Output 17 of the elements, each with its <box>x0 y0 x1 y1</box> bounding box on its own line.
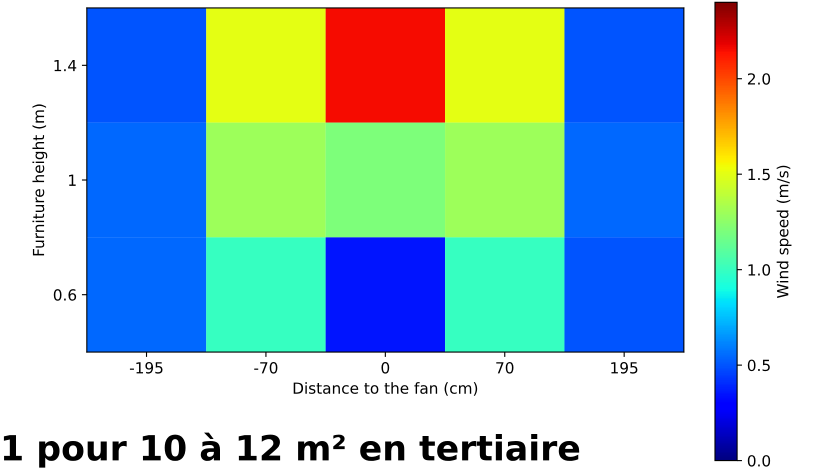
x-axis-title: Distance to the fan (cm) <box>294 382 478 396</box>
color-bar-label: 1.5 <box>748 168 770 180</box>
color-bar-label: 1.0 <box>748 264 770 276</box>
y-tick-label: 0.6 <box>54 289 76 301</box>
text: 1 pour 10 à 12 m² en tertiaire <box>4 432 580 468</box>
x-tick-label: 195 <box>611 362 638 374</box>
color-bar-label: 0.0 <box>748 455 770 467</box>
x-tick-label: 70 <box>496 362 514 374</box>
color-bar-label: 0.5 <box>748 360 770 372</box>
y-tick-label: 1 <box>69 174 76 186</box>
x-tick-label: 0 <box>381 362 390 374</box>
x-tick-label: -195 <box>130 362 163 374</box>
color-bar-title: Wind speed (m/s) <box>776 166 792 298</box>
y-tick-label: 1.4 <box>54 60 76 72</box>
x-tick-label: -70 <box>254 362 278 374</box>
y-axis-title: Furniture height (m) <box>32 104 48 256</box>
color-bar-label: 2.0 <box>748 73 770 85</box>
